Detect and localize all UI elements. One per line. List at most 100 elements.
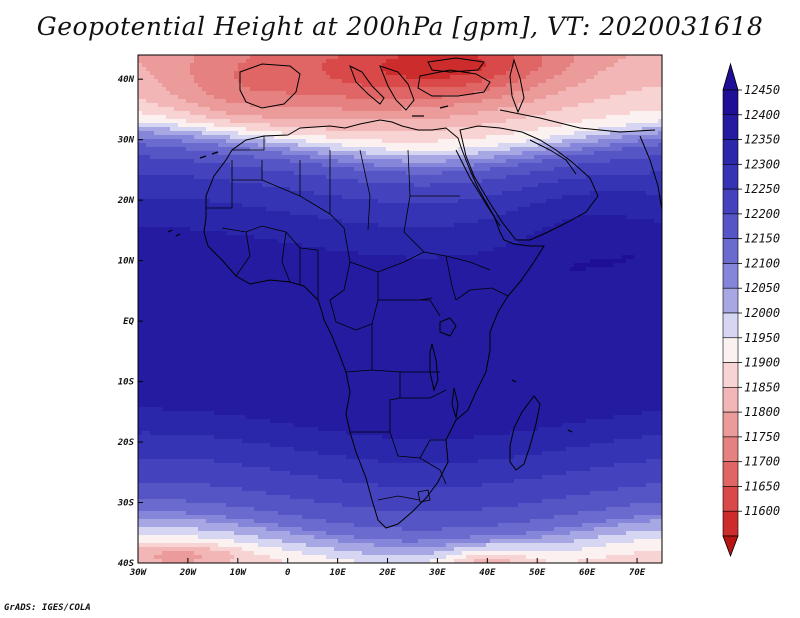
field-cell <box>510 131 515 136</box>
field-cell <box>146 103 151 108</box>
field-cell <box>650 187 655 192</box>
field-cell <box>274 87 279 92</box>
field-cell <box>518 203 523 208</box>
field-cell <box>194 127 199 132</box>
field-cell <box>622 99 627 104</box>
field-cell <box>182 59 187 64</box>
field-cell <box>554 95 559 100</box>
field-cell <box>274 151 279 156</box>
field-cell <box>526 103 531 108</box>
field-cell <box>538 191 543 196</box>
field-cell <box>178 111 183 116</box>
field-cell <box>550 135 555 140</box>
field-cell <box>462 167 467 172</box>
field-cell <box>238 159 243 164</box>
field-cell <box>506 143 511 148</box>
field-cell <box>514 175 519 180</box>
field-cell <box>438 151 443 156</box>
field-cell <box>482 183 487 188</box>
field-cell <box>650 139 655 144</box>
field-cell <box>334 159 339 164</box>
field-cell <box>550 123 555 128</box>
field-cell <box>658 175 662 180</box>
field-cell <box>402 87 407 92</box>
field-cell <box>490 187 495 192</box>
field-cell <box>306 103 311 108</box>
field-cell <box>526 63 531 68</box>
field-cell <box>154 139 159 144</box>
field-cell <box>202 171 207 176</box>
field-cell <box>570 95 575 100</box>
field-cell <box>586 71 591 76</box>
field-cell <box>390 159 395 164</box>
field-cell <box>286 123 291 128</box>
field-cell <box>546 75 551 80</box>
field-cell <box>518 111 523 116</box>
field-cell <box>494 147 499 152</box>
field-cell <box>378 159 383 164</box>
field-cell <box>518 119 523 124</box>
field-cell <box>498 139 503 144</box>
field-cell <box>462 63 467 68</box>
field-cell <box>430 183 435 188</box>
field-cell <box>354 55 359 60</box>
field-cell <box>542 179 547 184</box>
field-cell <box>398 159 403 164</box>
field-cell <box>138 175 143 180</box>
field-cell <box>238 179 243 184</box>
field-cell <box>422 67 427 72</box>
field-cell <box>506 171 511 176</box>
field-cell <box>478 183 483 188</box>
field-cell <box>470 191 475 196</box>
field-cell <box>214 195 219 200</box>
field-cell <box>578 59 583 64</box>
field-cell <box>214 131 219 136</box>
field-cell <box>602 135 607 140</box>
field-cell <box>494 179 499 184</box>
field-cell <box>522 91 527 96</box>
field-cell <box>562 111 567 116</box>
field-cell <box>466 183 471 188</box>
field-cell <box>346 155 351 160</box>
field-cell <box>194 119 199 124</box>
field-cell <box>202 199 207 204</box>
field-cell <box>354 171 359 176</box>
field-cell <box>498 135 503 140</box>
field-cell <box>642 107 647 112</box>
field-cell <box>654 187 659 192</box>
field-cell <box>342 191 347 196</box>
field-cell <box>642 55 647 60</box>
field-cell <box>526 147 531 152</box>
field-cell <box>470 79 475 84</box>
field-cell <box>554 179 559 184</box>
field-cell <box>638 127 643 132</box>
field-cell <box>502 155 507 160</box>
field-cell <box>206 79 211 84</box>
field-cell <box>370 91 375 96</box>
field-cell <box>614 71 619 76</box>
field-cell <box>254 119 259 124</box>
field-cell <box>514 91 519 96</box>
field-cell <box>558 167 563 172</box>
field-cell <box>470 139 475 144</box>
field-cell <box>506 59 511 64</box>
field-cell <box>254 171 259 176</box>
field-cell <box>650 175 655 180</box>
field-cell <box>510 191 515 196</box>
field-cell <box>166 103 171 108</box>
field-cell <box>546 139 551 144</box>
field-cell <box>534 67 539 72</box>
field-cell <box>302 131 307 136</box>
field-cell <box>170 55 175 60</box>
field-cell <box>606 147 611 152</box>
field-cell <box>502 147 507 152</box>
field-cell <box>242 123 247 128</box>
field-cell <box>342 175 347 180</box>
field-cell <box>354 83 359 88</box>
field-cell <box>518 95 523 100</box>
field-cell <box>226 199 231 204</box>
field-cell <box>238 123 243 128</box>
field-cell <box>610 119 615 124</box>
field-cell <box>370 167 375 172</box>
field-cell <box>186 139 191 144</box>
